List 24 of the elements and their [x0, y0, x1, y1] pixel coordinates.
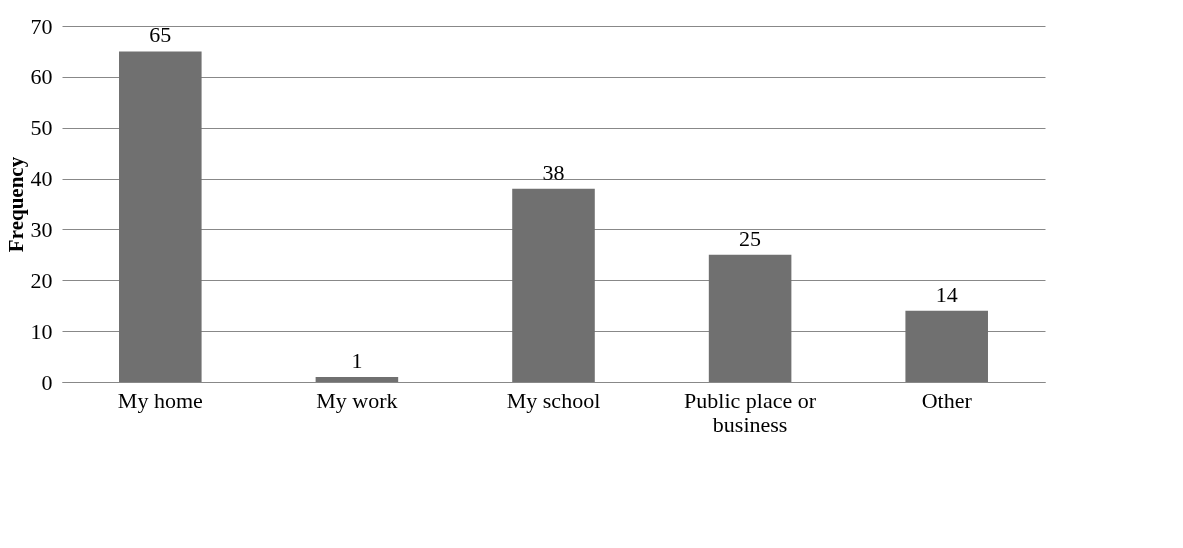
x-tick-label: My school [506, 387, 601, 413]
x-tick-label: Other [921, 387, 973, 413]
bar [119, 51, 202, 382]
bar [708, 254, 792, 382]
y-tick-label: 30 [30, 216, 53, 242]
bar [512, 188, 595, 382]
y-tick-label: 20 [30, 267, 53, 293]
data-label: 25 [739, 225, 762, 251]
bar [315, 376, 399, 382]
x-tick-label: My home [117, 387, 203, 413]
bar [905, 310, 988, 382]
y-axis-title: Frequency [3, 156, 28, 253]
data-label: 38 [542, 159, 565, 185]
data-label: 14 [935, 281, 958, 307]
y-tick-label: 0 [41, 369, 53, 395]
y-tick-label: 40 [30, 166, 53, 192]
y-tick-label: 70 [30, 13, 53, 39]
x-tick-label: My work [316, 387, 398, 413]
y-tick-label: 60 [30, 64, 53, 90]
data-label: 1 [351, 347, 363, 373]
x-tick-label: Public place or business [684, 387, 817, 437]
data-label: 65 [149, 22, 172, 48]
y-tick-label: 10 [30, 318, 53, 344]
y-tick-label: 50 [30, 115, 53, 141]
